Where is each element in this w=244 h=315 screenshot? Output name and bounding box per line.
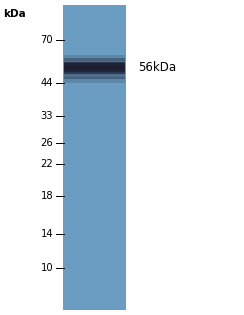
Text: 14: 14	[41, 229, 53, 239]
Bar	[63, 5, 126, 310]
Text: 18: 18	[41, 191, 53, 201]
Text: 26: 26	[41, 138, 53, 148]
Bar	[64, 58, 125, 66]
Text: 70: 70	[41, 35, 53, 45]
Bar	[64, 63, 125, 72]
Text: 56kDa: 56kDa	[138, 61, 176, 74]
Text: kDa: kDa	[3, 9, 26, 19]
Text: 44: 44	[41, 78, 53, 89]
Text: 33: 33	[41, 111, 53, 121]
Text: 22: 22	[41, 159, 53, 169]
Bar	[64, 55, 125, 61]
Text: 10: 10	[41, 263, 53, 273]
Bar	[64, 66, 125, 74]
Bar	[64, 77, 125, 83]
Bar	[64, 62, 125, 70]
Bar	[64, 72, 125, 79]
